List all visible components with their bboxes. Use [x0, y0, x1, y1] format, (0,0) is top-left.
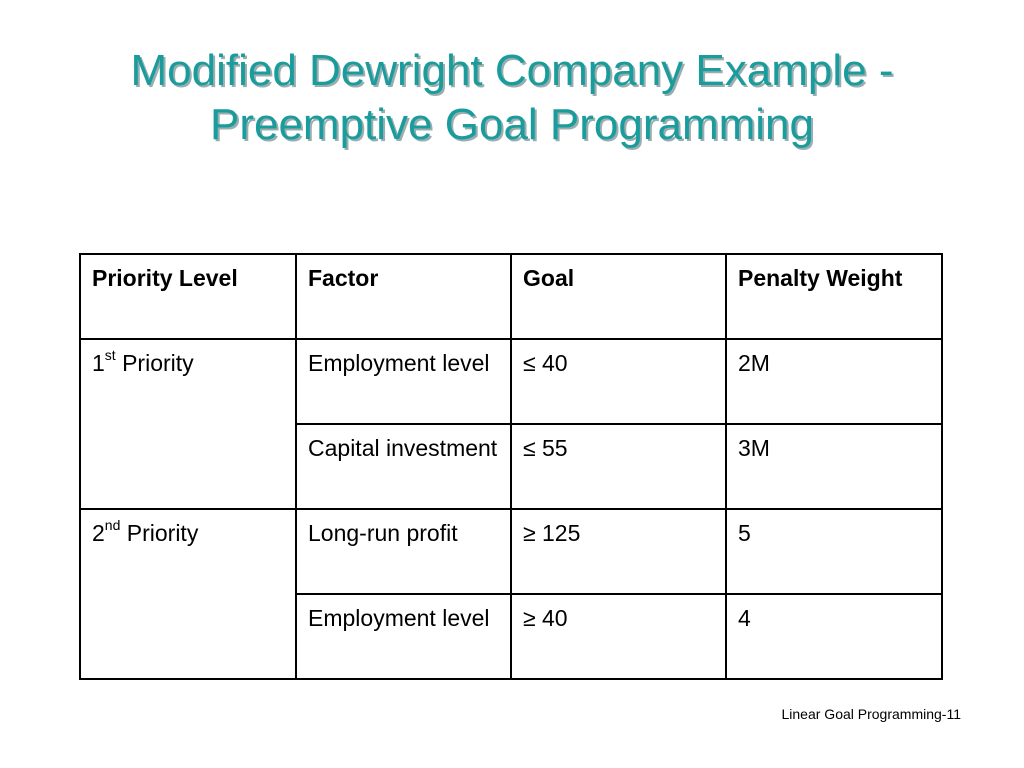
goal-cell: ≥ 40	[510, 593, 727, 680]
table-row: Capital investment ≤ 55 3M	[80, 423, 943, 510]
priority-cell-2: 2nd Priority	[79, 508, 297, 680]
slide-title: Modified Dewright Company Example - Pree…	[40, 44, 984, 152]
factor-cell: Long-run profit	[295, 508, 512, 595]
table-row: 2nd Priority Long-run profit ≥ 125 5	[79, 508, 943, 680]
priority-ordinal-suffix: st	[104, 347, 116, 364]
priority-word: Priority	[126, 520, 199, 546]
goal-cell: ≤ 55	[510, 423, 727, 510]
weight-cell: 5	[725, 508, 943, 595]
header-penalty-weight: Penalty Weight	[725, 253, 943, 340]
weight-cell: 4	[725, 593, 943, 680]
priority-ordinal-suffix: nd	[104, 517, 121, 534]
priority-cell-1: 1st Priority	[79, 338, 297, 510]
table-row: 1st Priority Employment level ≤ 40 2M	[79, 338, 943, 510]
header-priority-level: Priority Level	[79, 253, 297, 340]
slide-title-line-2: Preemptive Goal Programming	[209, 100, 814, 149]
weight-cell: 2M	[725, 338, 943, 425]
goal-priority-table: Priority Level Factor Goal Penalty Weigh…	[79, 253, 943, 680]
header-goal: Goal	[510, 253, 727, 340]
slide-title-line-1: Modified Dewright Company Example -	[130, 46, 894, 95]
goal-cell: ≤ 40	[510, 338, 727, 425]
table-row: Employment level ≥ 40 4	[80, 593, 943, 680]
factor-cell: Employment level	[295, 338, 512, 425]
priority-number: 2	[92, 520, 105, 546]
priority-number: 1	[92, 350, 105, 376]
priority-word: Priority	[122, 350, 194, 376]
factor-cell: Capital investment	[295, 423, 512, 510]
table-header-row: Priority Level Factor Goal Penalty Weigh…	[79, 253, 943, 340]
weight-cell: 3M	[725, 423, 943, 510]
header-factor: Factor	[295, 253, 512, 340]
slide-footer: Linear Goal Programming-11	[781, 706, 962, 722]
goal-cell: ≥ 125	[510, 508, 727, 595]
factor-cell: Employment level	[295, 593, 512, 680]
